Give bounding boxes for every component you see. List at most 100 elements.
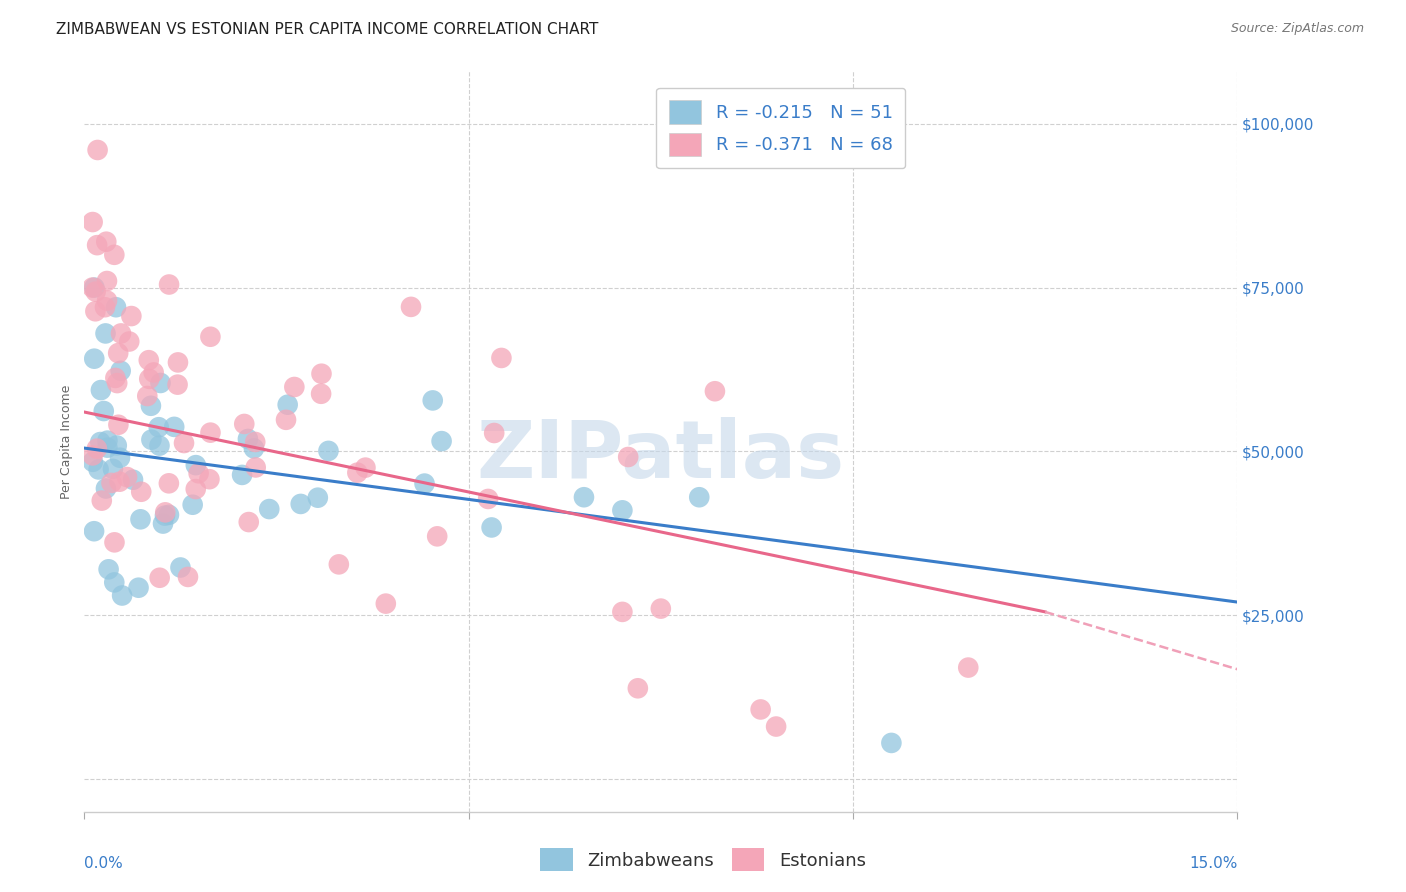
Point — [477, 491, 499, 506]
Point — [491, 351, 513, 365]
Point — [374, 597, 396, 611]
Point — [142, 366, 165, 380]
Point — [200, 425, 222, 440]
Point — [94, 482, 117, 496]
Point — [612, 503, 634, 517]
Point — [328, 558, 350, 572]
Point — [354, 460, 377, 475]
Point — [107, 417, 129, 432]
Y-axis label: Per Capita Income: Per Capita Income — [60, 384, 73, 499]
Point — [413, 476, 436, 491]
Point — [318, 443, 340, 458]
Point — [184, 482, 207, 496]
Point — [115, 470, 138, 484]
Point — [90, 383, 112, 397]
Point — [243, 442, 266, 456]
Point — [231, 467, 253, 482]
Point — [765, 720, 787, 734]
Point — [283, 380, 305, 394]
Point — [703, 384, 725, 399]
Point — [481, 520, 503, 534]
Text: 15.0%: 15.0% — [1189, 856, 1237, 871]
Point — [90, 493, 112, 508]
Point — [277, 398, 299, 412]
Point — [141, 433, 163, 447]
Point — [307, 491, 329, 505]
Point — [105, 376, 128, 390]
Point — [111, 589, 134, 603]
Point — [245, 460, 267, 475]
Point — [96, 235, 118, 249]
Point — [82, 280, 104, 294]
Point — [89, 435, 111, 450]
Point — [482, 425, 505, 440]
Point — [422, 393, 444, 408]
Point — [105, 438, 128, 452]
Text: 0.0%: 0.0% — [84, 856, 124, 871]
Point — [86, 143, 108, 157]
Point — [309, 386, 332, 401]
Point — [96, 274, 118, 288]
Point — [148, 420, 170, 434]
Point — [245, 434, 267, 449]
Point — [157, 476, 180, 491]
Point — [97, 562, 120, 576]
Point — [93, 404, 115, 418]
Point — [184, 458, 207, 472]
Point — [236, 432, 259, 446]
Point — [122, 473, 145, 487]
Point — [103, 535, 125, 549]
Point — [105, 300, 128, 314]
Point — [157, 277, 180, 292]
Point — [96, 293, 118, 308]
Point — [749, 702, 772, 716]
Point — [138, 353, 160, 368]
Point — [149, 571, 172, 585]
Point — [627, 681, 650, 696]
Point — [108, 450, 131, 465]
Point — [426, 529, 449, 543]
Point — [129, 512, 152, 526]
Point — [233, 417, 256, 431]
Legend: R = -0.215   N = 51, R = -0.371   N = 68: R = -0.215 N = 51, R = -0.371 N = 68 — [657, 87, 905, 169]
Point — [82, 449, 104, 463]
Point — [83, 524, 105, 539]
Point — [177, 570, 200, 584]
Point — [83, 280, 105, 294]
Point — [167, 355, 190, 369]
Point — [104, 371, 127, 385]
Point — [129, 484, 152, 499]
Point — [957, 660, 980, 674]
Point — [86, 238, 108, 252]
Point — [617, 450, 640, 464]
Point — [136, 389, 159, 403]
Point — [118, 334, 141, 349]
Point — [155, 505, 177, 519]
Legend: Zimbabweans, Estonians: Zimbabweans, Estonians — [533, 841, 873, 879]
Point — [181, 498, 204, 512]
Point — [346, 466, 368, 480]
Point — [96, 441, 118, 455]
Point — [311, 367, 333, 381]
Point — [274, 413, 297, 427]
Point — [94, 300, 117, 314]
Point — [173, 436, 195, 450]
Point — [86, 442, 108, 456]
Point — [87, 462, 110, 476]
Point — [82, 455, 104, 469]
Point — [290, 497, 312, 511]
Point — [139, 399, 162, 413]
Point — [82, 215, 104, 229]
Point — [107, 346, 129, 360]
Point — [138, 372, 160, 386]
Point — [198, 472, 221, 486]
Point — [83, 351, 105, 366]
Point — [163, 420, 186, 434]
Point — [157, 508, 180, 522]
Text: ZIMBABWEAN VS ESTONIAN PER CAPITA INCOME CORRELATION CHART: ZIMBABWEAN VS ESTONIAN PER CAPITA INCOME… — [56, 22, 599, 37]
Point — [84, 285, 107, 299]
Point — [152, 516, 174, 531]
Point — [200, 330, 222, 344]
Text: Source: ZipAtlas.com: Source: ZipAtlas.com — [1230, 22, 1364, 36]
Point — [101, 462, 124, 476]
